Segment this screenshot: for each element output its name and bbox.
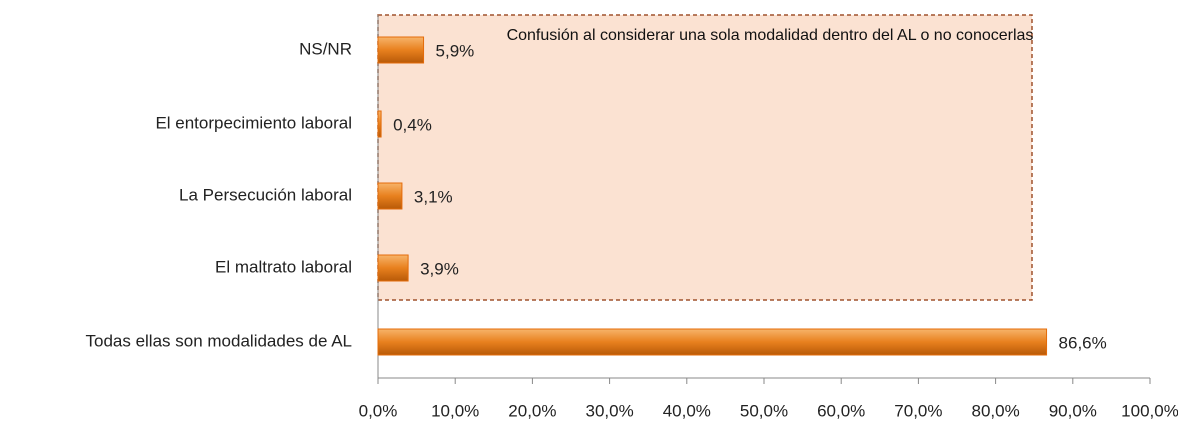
x-tick-label: 70,0%: [894, 401, 942, 420]
value-label: 5,9%: [436, 41, 475, 60]
value-label: 3,1%: [414, 187, 453, 206]
value-label: 3,9%: [420, 259, 459, 278]
x-tick-label: 20,0%: [508, 401, 556, 420]
annotation-box: [377, 14, 1033, 301]
value-label: 86,6%: [1059, 333, 1107, 352]
bar: [377, 254, 409, 282]
x-tick-label: 40,0%: [663, 401, 711, 420]
x-tick-label: 60,0%: [817, 401, 865, 420]
y-tick-label: El entorpecimiento laboral: [155, 113, 352, 132]
y-tick-label: Todas ellas son modalidades de AL: [85, 331, 352, 350]
annotation: Confusión al considerar una sola modalid…: [506, 27, 1034, 44]
x-tick-label: 50,0%: [740, 401, 788, 420]
bar: [377, 328, 1048, 356]
y-tick-label: La Persecución laboral: [179, 185, 352, 204]
value-label: 0,4%: [393, 115, 432, 134]
x-tick-label: 30,0%: [585, 401, 633, 420]
x-tick-label: 100,0%: [1121, 401, 1178, 420]
x-tick-label: 90,0%: [1049, 401, 1097, 420]
x-tick-label: 0,0%: [359, 401, 398, 420]
y-tick-label: NS/NR: [299, 39, 352, 58]
bar: [377, 182, 403, 210]
bar: [377, 36, 425, 64]
y-tick-label: El maltrato laboral: [215, 257, 352, 276]
x-tick-label: 80,0%: [971, 401, 1019, 420]
x-tick-label: 10,0%: [431, 401, 479, 420]
bar: [377, 110, 382, 138]
